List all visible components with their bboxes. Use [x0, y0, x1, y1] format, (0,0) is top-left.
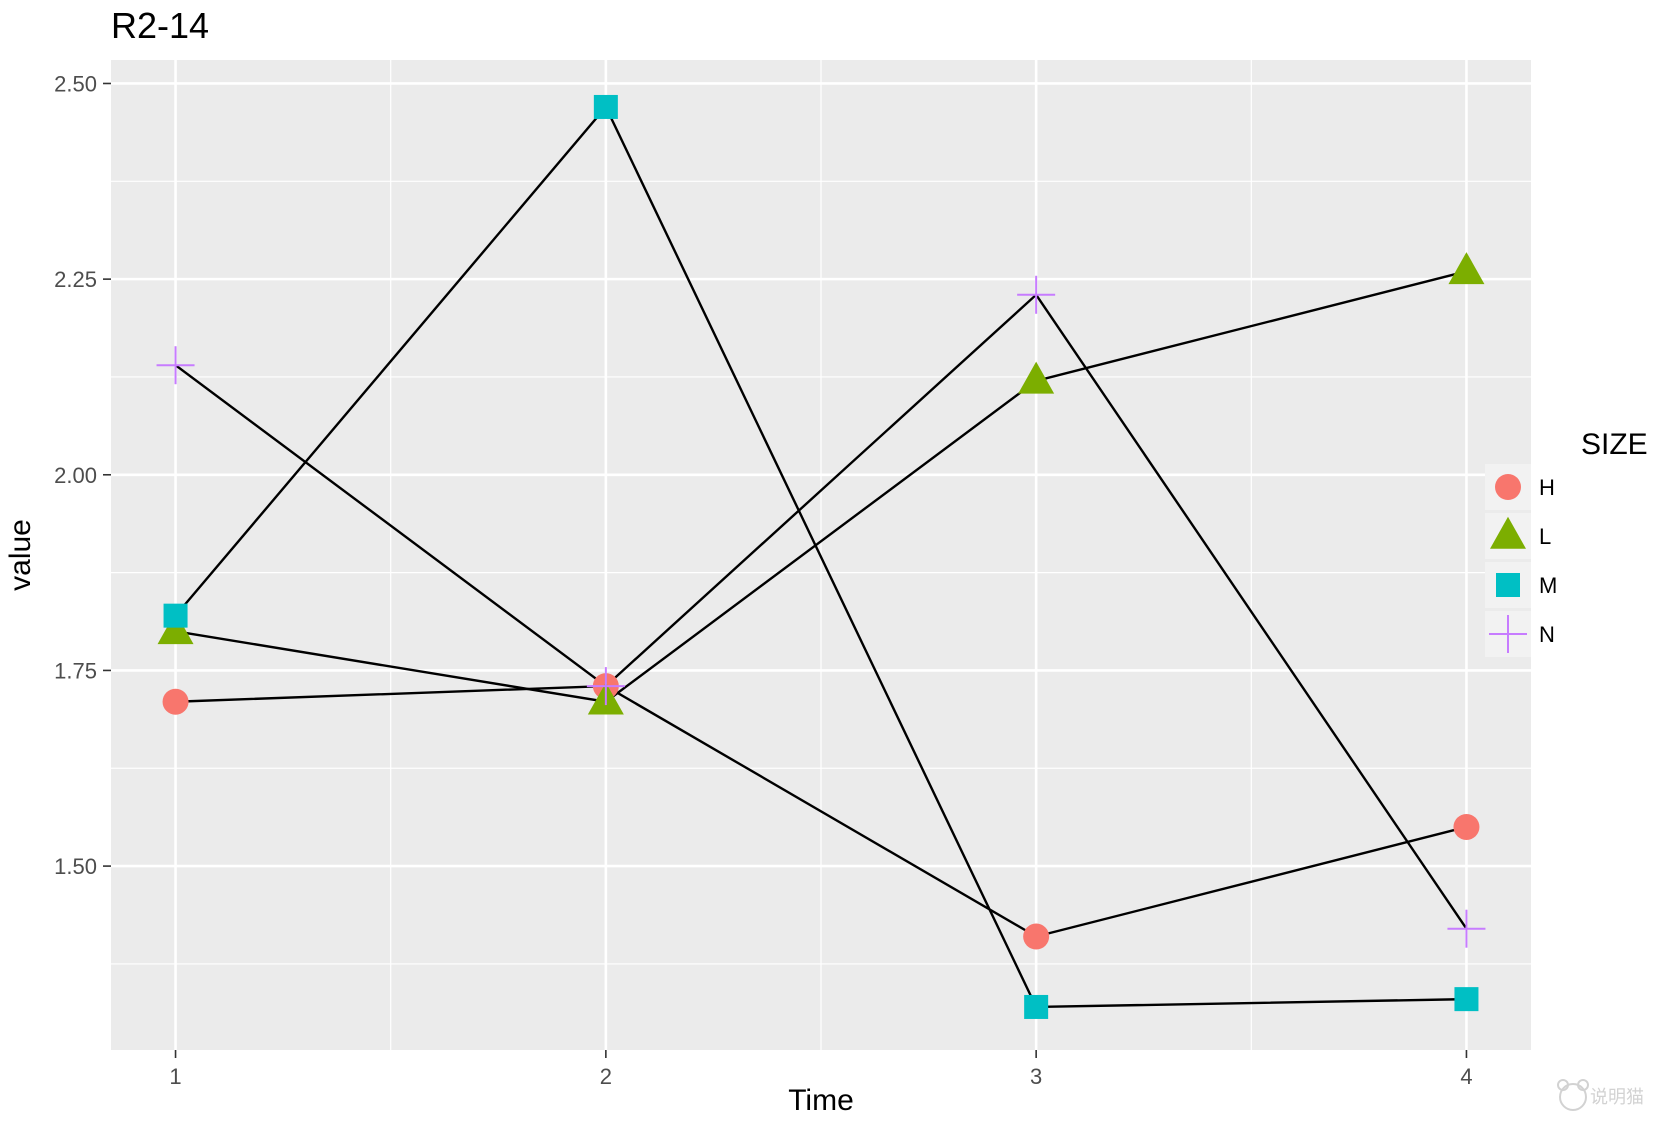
y-tick-label: 1.75 — [54, 658, 97, 683]
legend-key-m — [1496, 573, 1520, 597]
legend-key-h — [1495, 474, 1521, 500]
point-h — [162, 688, 189, 715]
x-tick-label: 2 — [600, 1064, 612, 1089]
series-lines — [174, 104, 1468, 1009]
x-axis-title: Time — [788, 1084, 854, 1117]
x-axis: 1 2 3 4 — [169, 1050, 1473, 1089]
point-n — [1447, 909, 1486, 948]
point-h — [1023, 923, 1050, 950]
point-l — [157, 612, 194, 645]
series-line-m — [174, 104, 1467, 1009]
bear-logo-icon — [1557, 1079, 1589, 1111]
watermark: 说明猫 — [1557, 1079, 1644, 1111]
point-n — [156, 346, 195, 385]
series-line-n — [174, 292, 1468, 930]
series-points — [156, 94, 1486, 1019]
point-m — [593, 94, 618, 119]
series-line-l — [175, 270, 1467, 704]
legend-label-l: L — [1539, 524, 1551, 549]
y-tick-label: 2.00 — [54, 463, 97, 488]
point-n — [586, 667, 625, 706]
point-m — [1454, 987, 1479, 1012]
x-tick-label: 4 — [1460, 1064, 1472, 1089]
major-grid — [111, 60, 1531, 1050]
legend-key-n — [1489, 615, 1527, 653]
legend-label-m: M — [1539, 573, 1557, 598]
legend-key-l — [1490, 516, 1526, 549]
point-n — [1017, 275, 1056, 314]
y-tick-label: 2.25 — [54, 267, 97, 292]
point-l — [1448, 252, 1485, 285]
legend-label-h: H — [1539, 475, 1555, 500]
watermark-text: 说明猫 — [1590, 1087, 1644, 1108]
x-tick-label: 3 — [1030, 1064, 1042, 1089]
y-tick-label: 2.50 — [54, 71, 97, 96]
chart-title: R2-14 — [111, 5, 209, 46]
y-axis: 1.50 1.75 2.00 2.25 2.50 — [54, 71, 111, 879]
point-h — [1453, 813, 1480, 840]
legend-label-n: N — [1539, 622, 1555, 647]
series-line-h — [175, 684, 1467, 938]
x-tick-label: 1 — [169, 1064, 181, 1089]
y-axis-title: value — [4, 519, 37, 591]
point-l — [1018, 361, 1055, 394]
y-tick-label: 1.50 — [54, 854, 97, 879]
legend-title: SIZE — [1581, 428, 1648, 461]
point-m — [1024, 994, 1049, 1019]
minor-grid — [111, 60, 1531, 1050]
point-m — [163, 603, 188, 628]
